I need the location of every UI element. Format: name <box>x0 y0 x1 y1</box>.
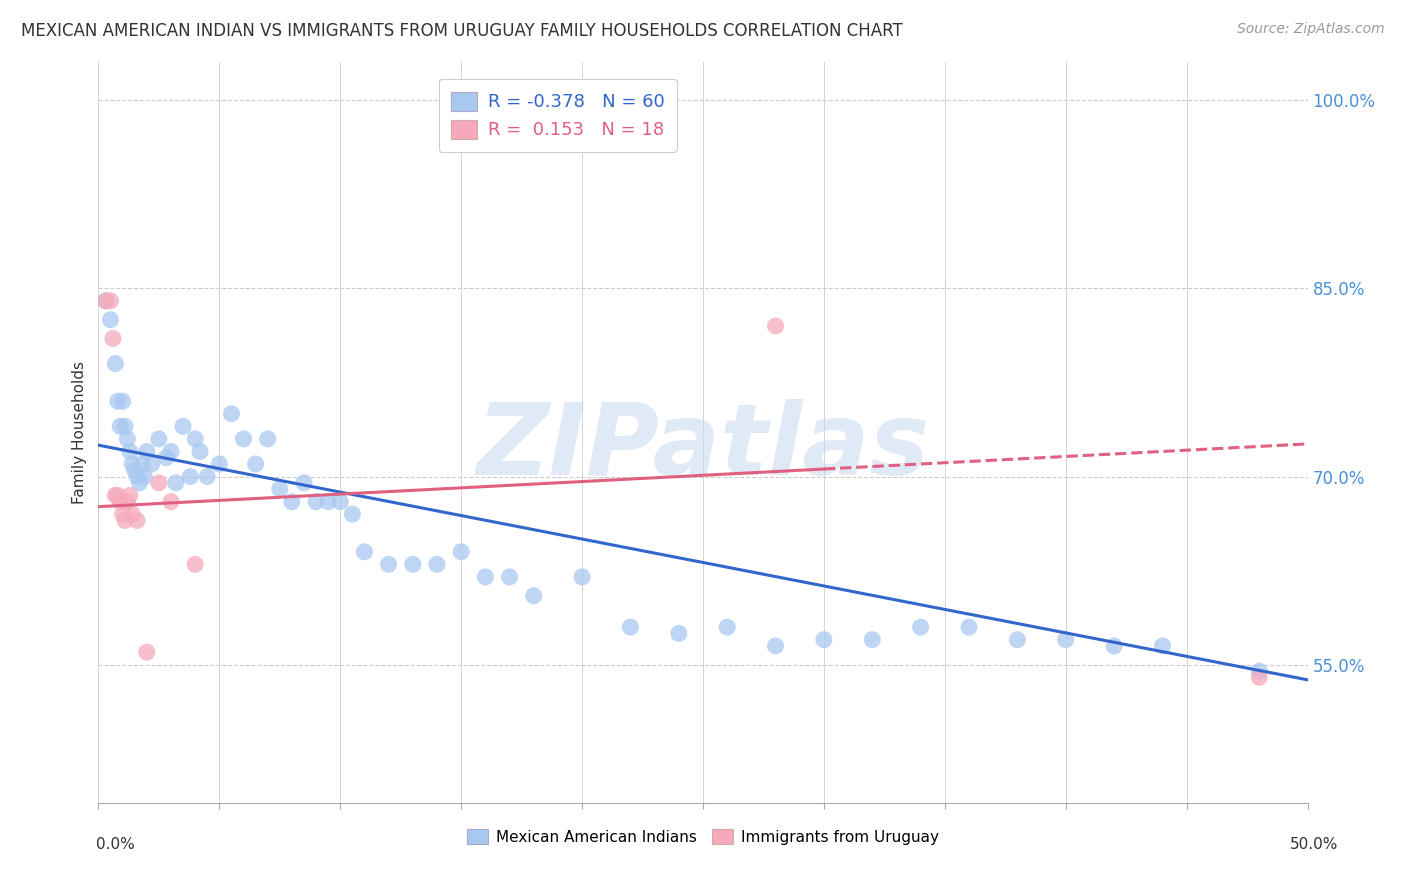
Point <box>160 444 183 458</box>
Point <box>165 475 187 490</box>
Y-axis label: Family Households: Family Households <box>72 361 87 504</box>
Point <box>135 645 157 659</box>
Point <box>1102 639 1125 653</box>
Point <box>269 482 291 496</box>
Text: 0.0%: 0.0% <box>96 838 135 852</box>
Point <box>94 293 117 308</box>
Point <box>127 469 149 483</box>
Point <box>121 457 143 471</box>
Point <box>141 457 163 471</box>
Point <box>523 589 546 603</box>
Point <box>450 545 472 559</box>
Point <box>474 570 496 584</box>
Point <box>1152 639 1174 653</box>
Point <box>957 620 980 634</box>
Point <box>135 444 157 458</box>
Point <box>118 444 141 458</box>
Point <box>155 450 177 465</box>
Point <box>813 632 835 647</box>
Point <box>245 457 267 471</box>
Point <box>571 570 593 584</box>
Point <box>426 558 449 572</box>
Point <box>134 469 156 483</box>
Point <box>221 407 243 421</box>
Point <box>619 620 641 634</box>
Point <box>101 331 124 345</box>
Text: 50.0%: 50.0% <box>1291 838 1339 852</box>
Point <box>256 432 278 446</box>
Point <box>910 620 932 634</box>
Text: Source: ZipAtlas.com: Source: ZipAtlas.com <box>1237 22 1385 37</box>
Point <box>94 293 117 308</box>
Point <box>111 507 134 521</box>
Point <box>160 494 183 508</box>
Point <box>114 513 136 527</box>
Point <box>377 558 399 572</box>
Point <box>117 432 139 446</box>
Point <box>108 419 131 434</box>
Point <box>184 432 207 446</box>
Point <box>111 394 134 409</box>
Point <box>121 507 143 521</box>
Point <box>127 513 149 527</box>
Point <box>124 463 146 477</box>
Point <box>188 444 211 458</box>
Point <box>329 494 352 508</box>
Point <box>148 432 170 446</box>
Point <box>179 469 201 483</box>
Point <box>765 639 787 653</box>
Point <box>1249 664 1271 678</box>
Point <box>195 469 218 483</box>
Text: ZIPatlas: ZIPatlas <box>477 399 929 496</box>
Legend: Mexican American Indians, Immigrants from Uruguay: Mexican American Indians, Immigrants fro… <box>461 822 945 851</box>
Point <box>342 507 364 521</box>
Point <box>118 488 141 502</box>
Point <box>128 475 150 490</box>
Point <box>1007 632 1029 647</box>
Text: MEXICAN AMERICAN INDIAN VS IMMIGRANTS FROM URUGUAY FAMILY HOUSEHOLDS CORRELATION: MEXICAN AMERICAN INDIAN VS IMMIGRANTS FR… <box>21 22 903 40</box>
Point <box>860 632 883 647</box>
Point <box>1054 632 1077 647</box>
Point <box>172 419 194 434</box>
Point <box>316 494 339 508</box>
Point <box>131 457 153 471</box>
Point <box>117 494 139 508</box>
Point <box>668 626 690 640</box>
Point <box>305 494 328 508</box>
Point <box>100 312 122 326</box>
Point <box>114 419 136 434</box>
Point <box>498 570 520 584</box>
Point <box>353 545 375 559</box>
Point <box>184 558 207 572</box>
Point <box>107 394 129 409</box>
Point <box>107 488 129 502</box>
Point <box>716 620 738 634</box>
Point <box>402 558 425 572</box>
Point <box>104 488 127 502</box>
Point <box>281 494 304 508</box>
Point <box>148 475 170 490</box>
Point <box>108 494 131 508</box>
Point <box>765 318 787 333</box>
Point <box>208 457 231 471</box>
Point <box>100 293 122 308</box>
Point <box>292 475 315 490</box>
Point <box>1249 670 1271 684</box>
Point <box>104 357 127 371</box>
Point <box>232 432 254 446</box>
